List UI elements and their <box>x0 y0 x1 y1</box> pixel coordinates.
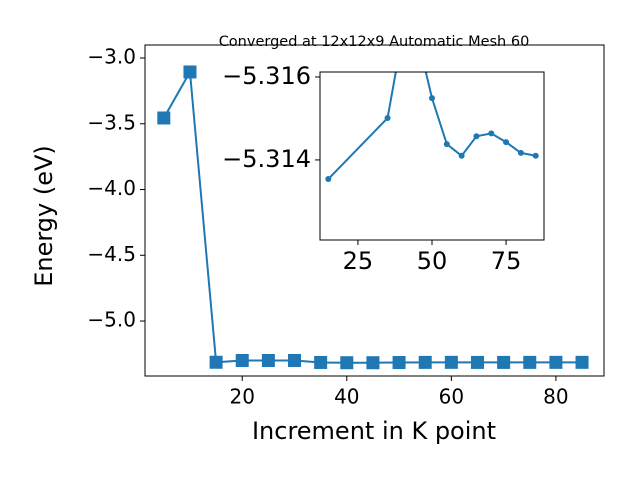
marker <box>209 355 223 369</box>
x-tick-label: 25 <box>343 247 374 275</box>
y-tick-label: −4.0 <box>87 176 136 200</box>
x-tick-label: 20 <box>230 385 255 409</box>
marker <box>473 133 480 140</box>
marker <box>532 152 539 159</box>
x-axis-label: Increment in K point <box>252 417 496 445</box>
marker <box>340 356 354 370</box>
marker <box>314 355 328 369</box>
series-line <box>327 72 536 180</box>
x-tick-label: 40 <box>334 385 359 409</box>
marker <box>523 355 537 369</box>
y-tick-label: −3.0 <box>87 45 136 69</box>
marker <box>443 141 450 148</box>
marker <box>458 152 465 159</box>
marker <box>444 355 458 369</box>
marker <box>418 355 432 369</box>
y-tick-label: −5.0 <box>87 308 136 332</box>
marker <box>235 353 249 367</box>
marker <box>325 176 332 183</box>
y-tick-label: −4.5 <box>87 242 136 266</box>
x-tick-label: 50 <box>417 247 448 275</box>
marker <box>288 353 302 367</box>
marker <box>183 65 197 79</box>
chart-title: Converged at 12x12x9 Automatic Mesh 60 <box>219 34 530 50</box>
marker <box>470 355 484 369</box>
x-tick-label: 60 <box>439 385 464 409</box>
marker <box>157 111 171 125</box>
y-tick-label: −5.314 <box>222 145 311 173</box>
marker <box>429 95 435 102</box>
y-axis-label: Energy (eV) <box>30 145 58 287</box>
marker <box>488 130 495 137</box>
marker <box>392 356 406 370</box>
marker <box>517 149 524 156</box>
x-tick-label: 80 <box>543 385 568 409</box>
marker <box>549 355 563 369</box>
y-tick-label: −5.316 <box>222 62 311 90</box>
marker <box>497 355 511 369</box>
y-tick-label: −3.5 <box>87 110 136 134</box>
marker <box>366 356 380 370</box>
plot-area <box>325 72 539 183</box>
marker <box>261 353 275 367</box>
x-tick-label: 75 <box>491 247 522 275</box>
axes-frame <box>144 44 605 377</box>
marker <box>384 115 391 122</box>
plot-area <box>157 65 589 370</box>
marker <box>503 139 510 146</box>
marker <box>575 355 589 369</box>
